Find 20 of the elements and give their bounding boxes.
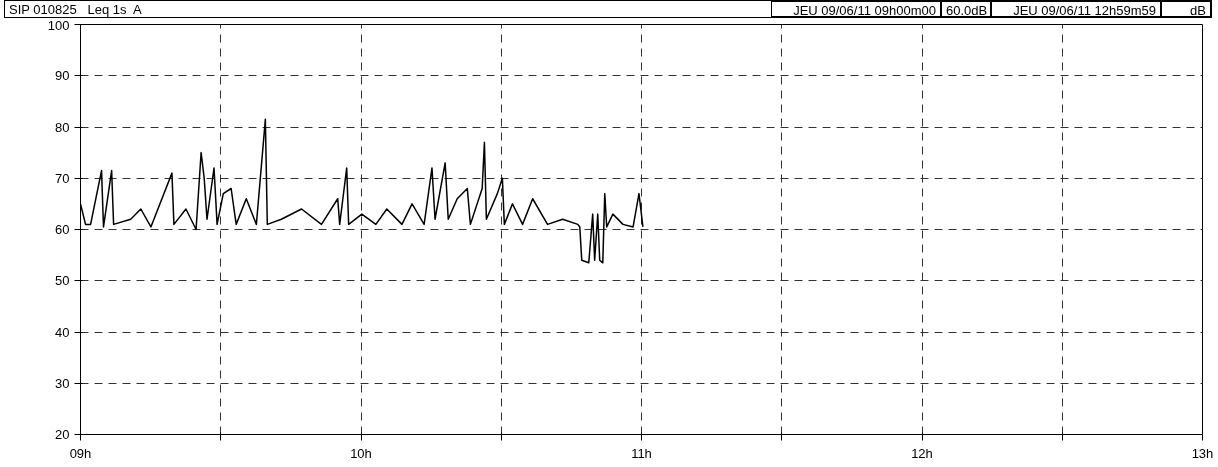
- y-tick-label: 100: [47, 17, 70, 33]
- y-tick-label: 40: [55, 324, 70, 340]
- y-tick-label: 30: [55, 375, 70, 391]
- y-tick-label: 60: [55, 222, 70, 237]
- text: JEU 09/06/11 09h00m00: [771, 1, 941, 18]
- text: dB: [1161, 1, 1211, 18]
- x-tick-label: 12h: [911, 445, 933, 461]
- line-series: [80, 118, 644, 264]
- y-tick-label: 20: [55, 427, 70, 442]
- x-tick-label: 09h: [69, 445, 92, 461]
- y-tick-label: 50: [55, 273, 70, 289]
- chart-title: SIP 010825 Leq 1s A: [8, 1, 143, 17]
- x-tick-label: 11h: [631, 445, 652, 461]
- text: 60.0dB: [941, 1, 991, 18]
- y-tick-label: 70: [55, 170, 70, 186]
- y-tick-label: 90: [55, 68, 70, 84]
- x-tick-label: 10h: [350, 445, 372, 461]
- text: JEU 09/06/11 12h59m59: [991, 1, 1161, 18]
- y-tick-label: 80: [55, 119, 70, 135]
- x-tick-label: 13h: [1191, 445, 1214, 461]
